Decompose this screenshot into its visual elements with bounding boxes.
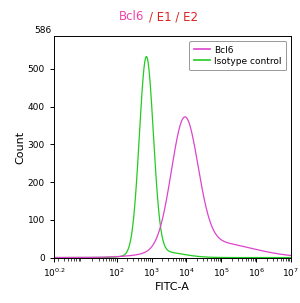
- Legend: Bcl6, Isotype control: Bcl6, Isotype control: [189, 41, 286, 70]
- X-axis label: FITC-A: FITC-A: [155, 282, 190, 292]
- Text: Bcl6: Bcl6: [119, 10, 144, 23]
- Text: / E1 / E2: / E1 / E2: [149, 10, 198, 23]
- Y-axis label: Count: Count: [15, 130, 25, 164]
- Text: 586: 586: [34, 26, 52, 35]
